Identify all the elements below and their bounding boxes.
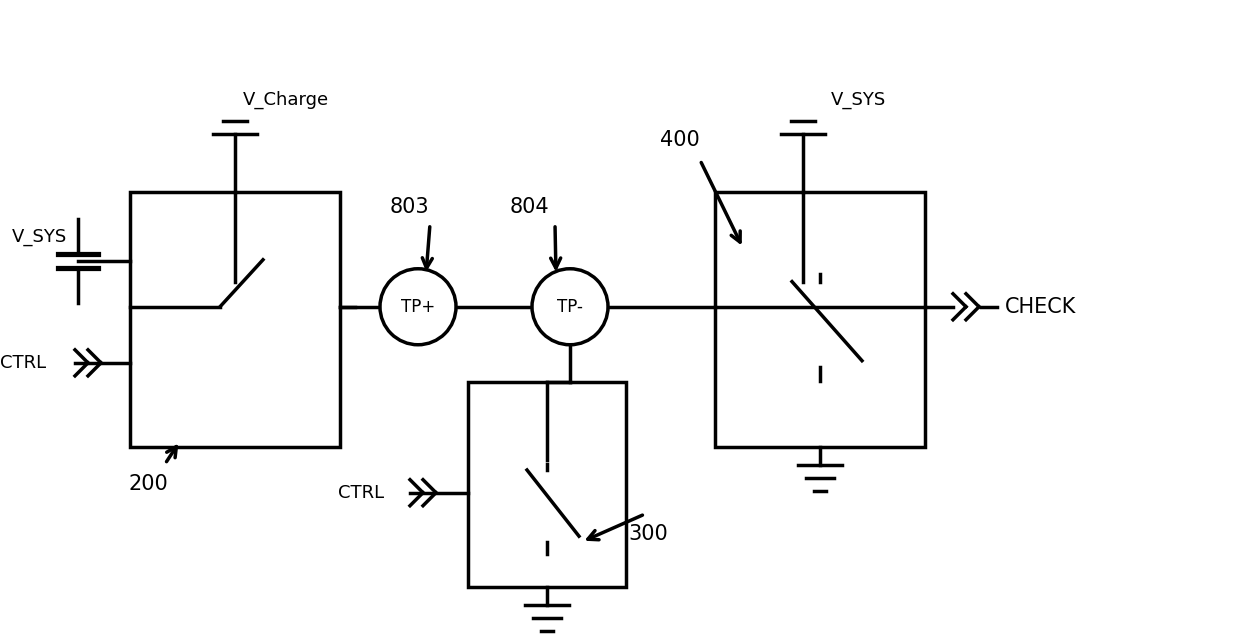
Text: TP-: TP- xyxy=(557,298,583,316)
Text: TP+: TP+ xyxy=(401,298,435,316)
Text: CTRL: CTRL xyxy=(339,483,384,501)
Text: V_Charge: V_Charge xyxy=(243,91,329,109)
Text: CHECK: CHECK xyxy=(1004,297,1076,317)
Bar xyxy=(130,192,340,447)
Circle shape xyxy=(379,269,456,345)
Bar xyxy=(715,192,925,447)
Circle shape xyxy=(532,269,608,345)
Text: CTRL: CTRL xyxy=(0,354,46,372)
Text: 300: 300 xyxy=(629,524,668,544)
Text: 200: 200 xyxy=(128,474,167,494)
Text: 804: 804 xyxy=(510,197,549,217)
Text: V_SYS: V_SYS xyxy=(831,91,887,109)
Text: 400: 400 xyxy=(660,130,699,150)
Text: 803: 803 xyxy=(391,197,429,217)
Text: V_SYS: V_SYS xyxy=(12,228,67,246)
Bar xyxy=(467,382,626,587)
